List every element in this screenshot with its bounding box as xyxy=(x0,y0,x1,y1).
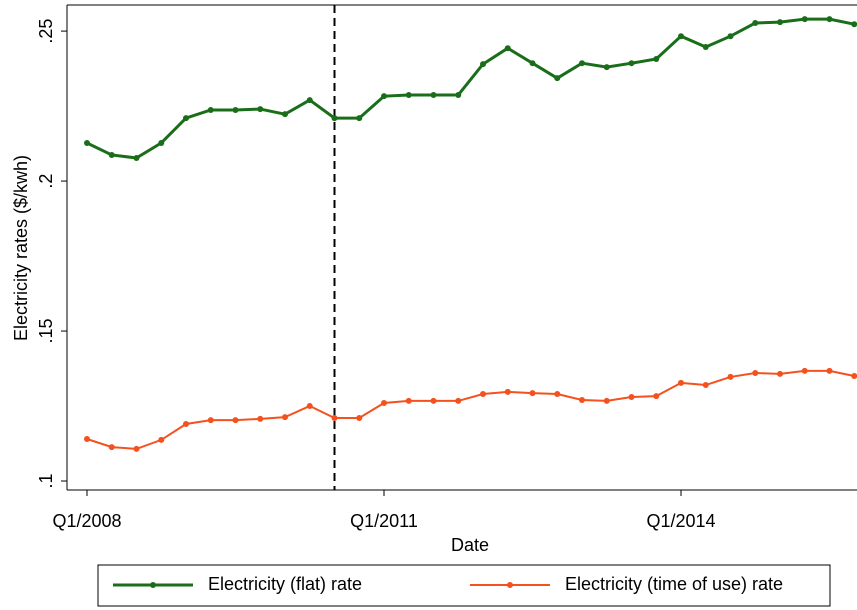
point xyxy=(702,382,709,389)
point xyxy=(678,379,684,386)
point xyxy=(653,393,660,400)
y-tick-label: .2 xyxy=(36,174,56,189)
point xyxy=(752,19,759,26)
point xyxy=(851,373,857,380)
x-axis-label: Date xyxy=(451,535,489,555)
y-tick-label: .15 xyxy=(36,319,56,344)
point xyxy=(381,93,387,100)
legend-box xyxy=(97,564,831,607)
point xyxy=(628,60,635,67)
point xyxy=(183,421,189,428)
point xyxy=(381,400,387,407)
point xyxy=(826,367,833,374)
point xyxy=(133,154,140,161)
point xyxy=(603,64,610,71)
point xyxy=(158,139,165,146)
point xyxy=(306,403,313,410)
point xyxy=(455,397,462,404)
point xyxy=(554,391,561,398)
x-tick-label: Q1/2014 xyxy=(646,511,715,531)
point xyxy=(603,397,610,404)
point xyxy=(579,397,585,404)
series-line xyxy=(86,369,855,450)
legend-label: Electricity (flat) rate xyxy=(208,574,362,594)
point xyxy=(801,367,808,374)
point xyxy=(851,21,857,28)
point xyxy=(282,414,288,421)
point xyxy=(480,61,486,68)
point xyxy=(356,115,363,122)
legend-marker xyxy=(150,582,156,588)
point xyxy=(232,106,239,113)
point xyxy=(84,436,90,443)
x-tick-label: Q1/2011 xyxy=(350,511,418,531)
point xyxy=(801,16,808,23)
point xyxy=(133,445,140,452)
point xyxy=(777,370,783,377)
point xyxy=(727,373,734,380)
point xyxy=(430,397,437,404)
point xyxy=(331,415,338,422)
y-tick-label: .25 xyxy=(36,19,56,44)
point xyxy=(480,391,486,398)
point xyxy=(306,97,313,104)
point xyxy=(183,115,189,122)
series-line xyxy=(86,17,855,160)
point xyxy=(628,394,635,401)
point xyxy=(504,388,511,395)
point xyxy=(430,91,437,98)
point xyxy=(678,33,684,40)
point xyxy=(752,370,759,377)
point xyxy=(653,55,660,62)
point xyxy=(232,417,239,424)
point xyxy=(207,417,214,424)
point xyxy=(529,60,536,67)
point xyxy=(727,33,734,40)
point xyxy=(455,91,462,98)
point xyxy=(405,91,412,98)
point xyxy=(257,415,264,422)
legend-marker xyxy=(507,582,513,588)
point xyxy=(282,111,288,118)
point xyxy=(108,151,115,158)
point xyxy=(554,75,561,82)
point xyxy=(504,45,511,52)
point xyxy=(257,106,264,113)
point xyxy=(356,415,363,422)
point xyxy=(108,444,115,451)
point xyxy=(158,436,165,443)
point xyxy=(702,43,709,50)
legend-label: Electricity (time of use) rate xyxy=(565,574,783,594)
point xyxy=(826,16,833,23)
point xyxy=(777,19,783,26)
point xyxy=(579,60,585,67)
point xyxy=(529,390,536,397)
y-tick-label: .1 xyxy=(36,473,56,488)
point xyxy=(405,397,412,404)
x-tick-label: Q1/2008 xyxy=(52,511,121,531)
point xyxy=(84,139,90,146)
point xyxy=(331,115,338,122)
y-axis-label: Electricity rates ($/kwh) xyxy=(11,155,31,341)
point xyxy=(207,106,214,113)
